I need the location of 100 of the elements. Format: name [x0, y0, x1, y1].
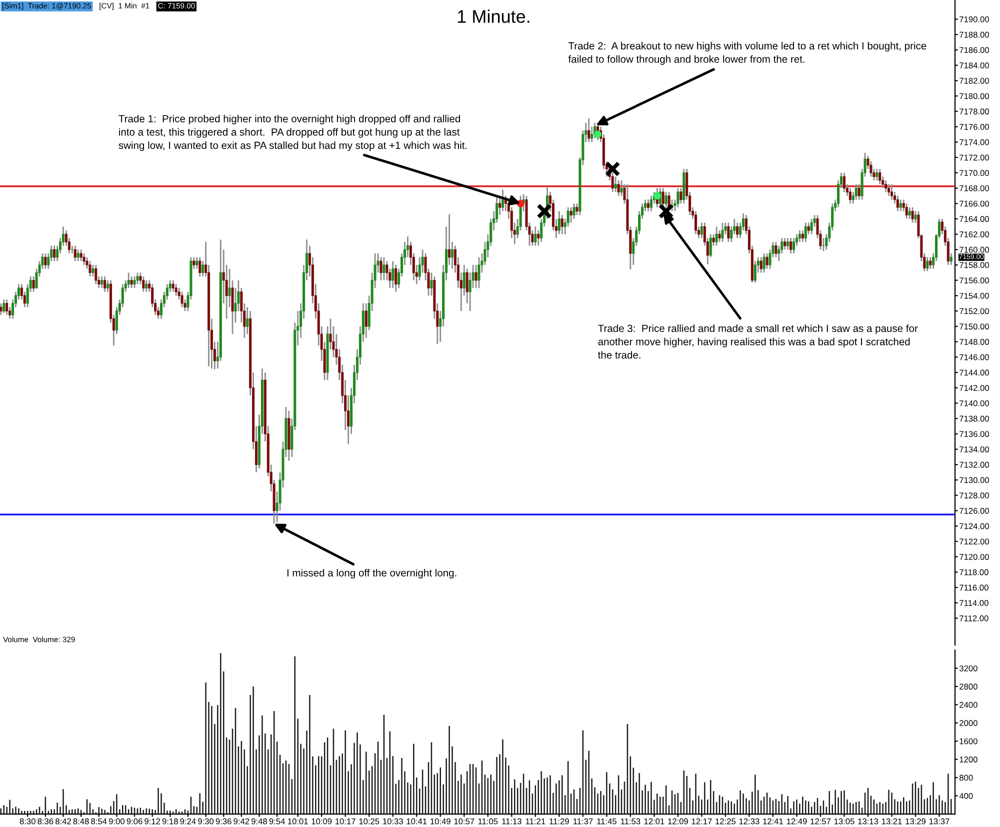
candlestick [104, 276, 106, 293]
point [604, 161, 620, 177]
candlestick [715, 226, 718, 246]
y-tick-label: 7190.00 [960, 16, 989, 22]
x-tick-label: 13:29 [906, 818, 926, 824]
x-tick-label: 13:21 [882, 818, 902, 824]
candlestick [611, 172, 614, 193]
candlestick [2, 298, 6, 314]
y-tick-label: 7124.00 [960, 523, 989, 530]
candlestick [80, 248, 82, 262]
candlestick [6, 298, 8, 316]
y-tick-label: 7156.00 [960, 277, 989, 284]
y-tick-label: 7164.00 [960, 216, 989, 222]
y-tick-label: 7148.00 [960, 338, 989, 345]
y-tick-label: 1200 [960, 756, 978, 762]
x-tick-label: 10:17 [336, 818, 356, 824]
x-tick-label: 9:48 [252, 818, 267, 824]
candlestick [501, 188, 504, 212]
annotation: I missed a long off the overnight long. [287, 568, 456, 579]
candlestick [790, 237, 792, 254]
x-tick-label: 10:33 [383, 818, 403, 824]
chart-title: 1 Minute. [458, 10, 530, 23]
candlestick [929, 256, 932, 270]
candlestick [766, 252, 768, 270]
candlestick [174, 283, 178, 296]
candlestick [576, 202, 578, 216]
candlestick [762, 252, 766, 274]
candlestick [890, 184, 894, 200]
candlestick [478, 256, 480, 289]
candlestick [82, 252, 86, 266]
x-tick-label: 12:25 [716, 818, 736, 824]
x-tick-label: 10:57 [454, 818, 474, 824]
point [653, 192, 661, 200]
candlestick [133, 276, 136, 289]
candlestick [792, 237, 796, 254]
candlestick [572, 202, 576, 220]
candlestick [474, 264, 478, 289]
x-tick-label: 9:30 [198, 818, 214, 824]
y-tick-label: 7172.00 [960, 154, 989, 161]
y-tick-label: 1600 [960, 738, 978, 744]
y-tick-label: 7114.00 [960, 600, 988, 606]
x-tick-label: 9:00 [108, 818, 124, 824]
candlestick [760, 256, 762, 274]
y-tick-label: 7166.00 [960, 200, 989, 207]
candlestick [718, 230, 721, 243]
candlestick [392, 260, 394, 289]
x-tick-label: 9:12 [144, 818, 160, 824]
annotation: Trade 3: Price rallied and made a small ret which I saw as a pause for another move higher, having realised this was a bad spot I scratched the trade. [598, 324, 918, 359]
x-tick-label: 11:45 [597, 818, 616, 824]
y-tick-label: 7186.00 [960, 47, 989, 54]
annotation: Trade 1: Price probed higher into the overnight high dropped off and rallied into a test, this triggered a short. PA dropped off but got hung up at the last swing low, I wanted to exit as PA stalled but had my stop at +1 which was hit. [118, 114, 467, 152]
candlestick [32, 276, 35, 293]
candlestick [798, 230, 801, 243]
x-tick-label: 8:48 [73, 818, 89, 824]
y-tick-label: 3200 [959, 665, 978, 672]
candlestick [380, 256, 382, 281]
candlestick [876, 168, 878, 182]
x-tick-label: 13:13 [858, 818, 878, 824]
y-tick-label: 7116.00 [960, 584, 988, 591]
y-tick-label: 7136.00 [960, 431, 989, 437]
candlestick [74, 245, 76, 262]
candlestick [136, 272, 139, 285]
y-tick-label: 7128.00 [960, 492, 989, 498]
candlestick [617, 180, 620, 197]
y-tick-label: 7188.00 [960, 32, 989, 38]
candlestick [172, 280, 174, 293]
candlestick [614, 176, 617, 193]
y-tick-label: 7140.00 [960, 400, 989, 406]
x-tick-label: 8:30 [20, 818, 36, 824]
x-tick-label: 9:24 [180, 818, 196, 824]
y-tick-label: 7162.00 [960, 231, 989, 238]
candlestick [854, 184, 858, 200]
x-tick-label: 9:06 [126, 818, 142, 824]
y-tick-label: 800 [960, 774, 973, 781]
candlestick [198, 256, 202, 278]
y-tick-label: 7130.00 [960, 477, 989, 484]
candlestick [53, 245, 56, 262]
annotation: Trade 2: A breakout to new highs with volume led to a ret which I bought, price failed to follow through and broke lower from the ret. [568, 42, 926, 65]
x-tick-label: 10:25 [359, 818, 380, 824]
candlestick [180, 291, 184, 308]
candlestick [127, 272, 130, 289]
y-tick-label: 7154.00 [960, 292, 989, 299]
y-tick-label: 2800 [960, 684, 978, 690]
candlestick [596, 122, 600, 141]
x-tick-label: 9:54 [269, 818, 285, 824]
x-tick-label: 8:42 [56, 818, 71, 824]
y-tick-label: 7168.00 [960, 185, 989, 192]
x-tick-label: 11:13 [502, 818, 522, 824]
candlestick [899, 198, 902, 212]
candlestick [727, 222, 730, 243]
x-tick-label: 12:49 [786, 818, 807, 824]
x-tick-label: 10:09 [312, 818, 332, 824]
y-tick-label: 400 [959, 792, 973, 799]
candlestick [736, 222, 739, 239]
y-tick-label: 7150.00 [960, 324, 989, 330]
x-tick-label: 12:09 [668, 818, 688, 824]
candlestick [646, 198, 650, 212]
candlestick [382, 256, 386, 281]
candlestick [804, 222, 807, 243]
y-tick-label: 7118.00 [960, 569, 988, 576]
